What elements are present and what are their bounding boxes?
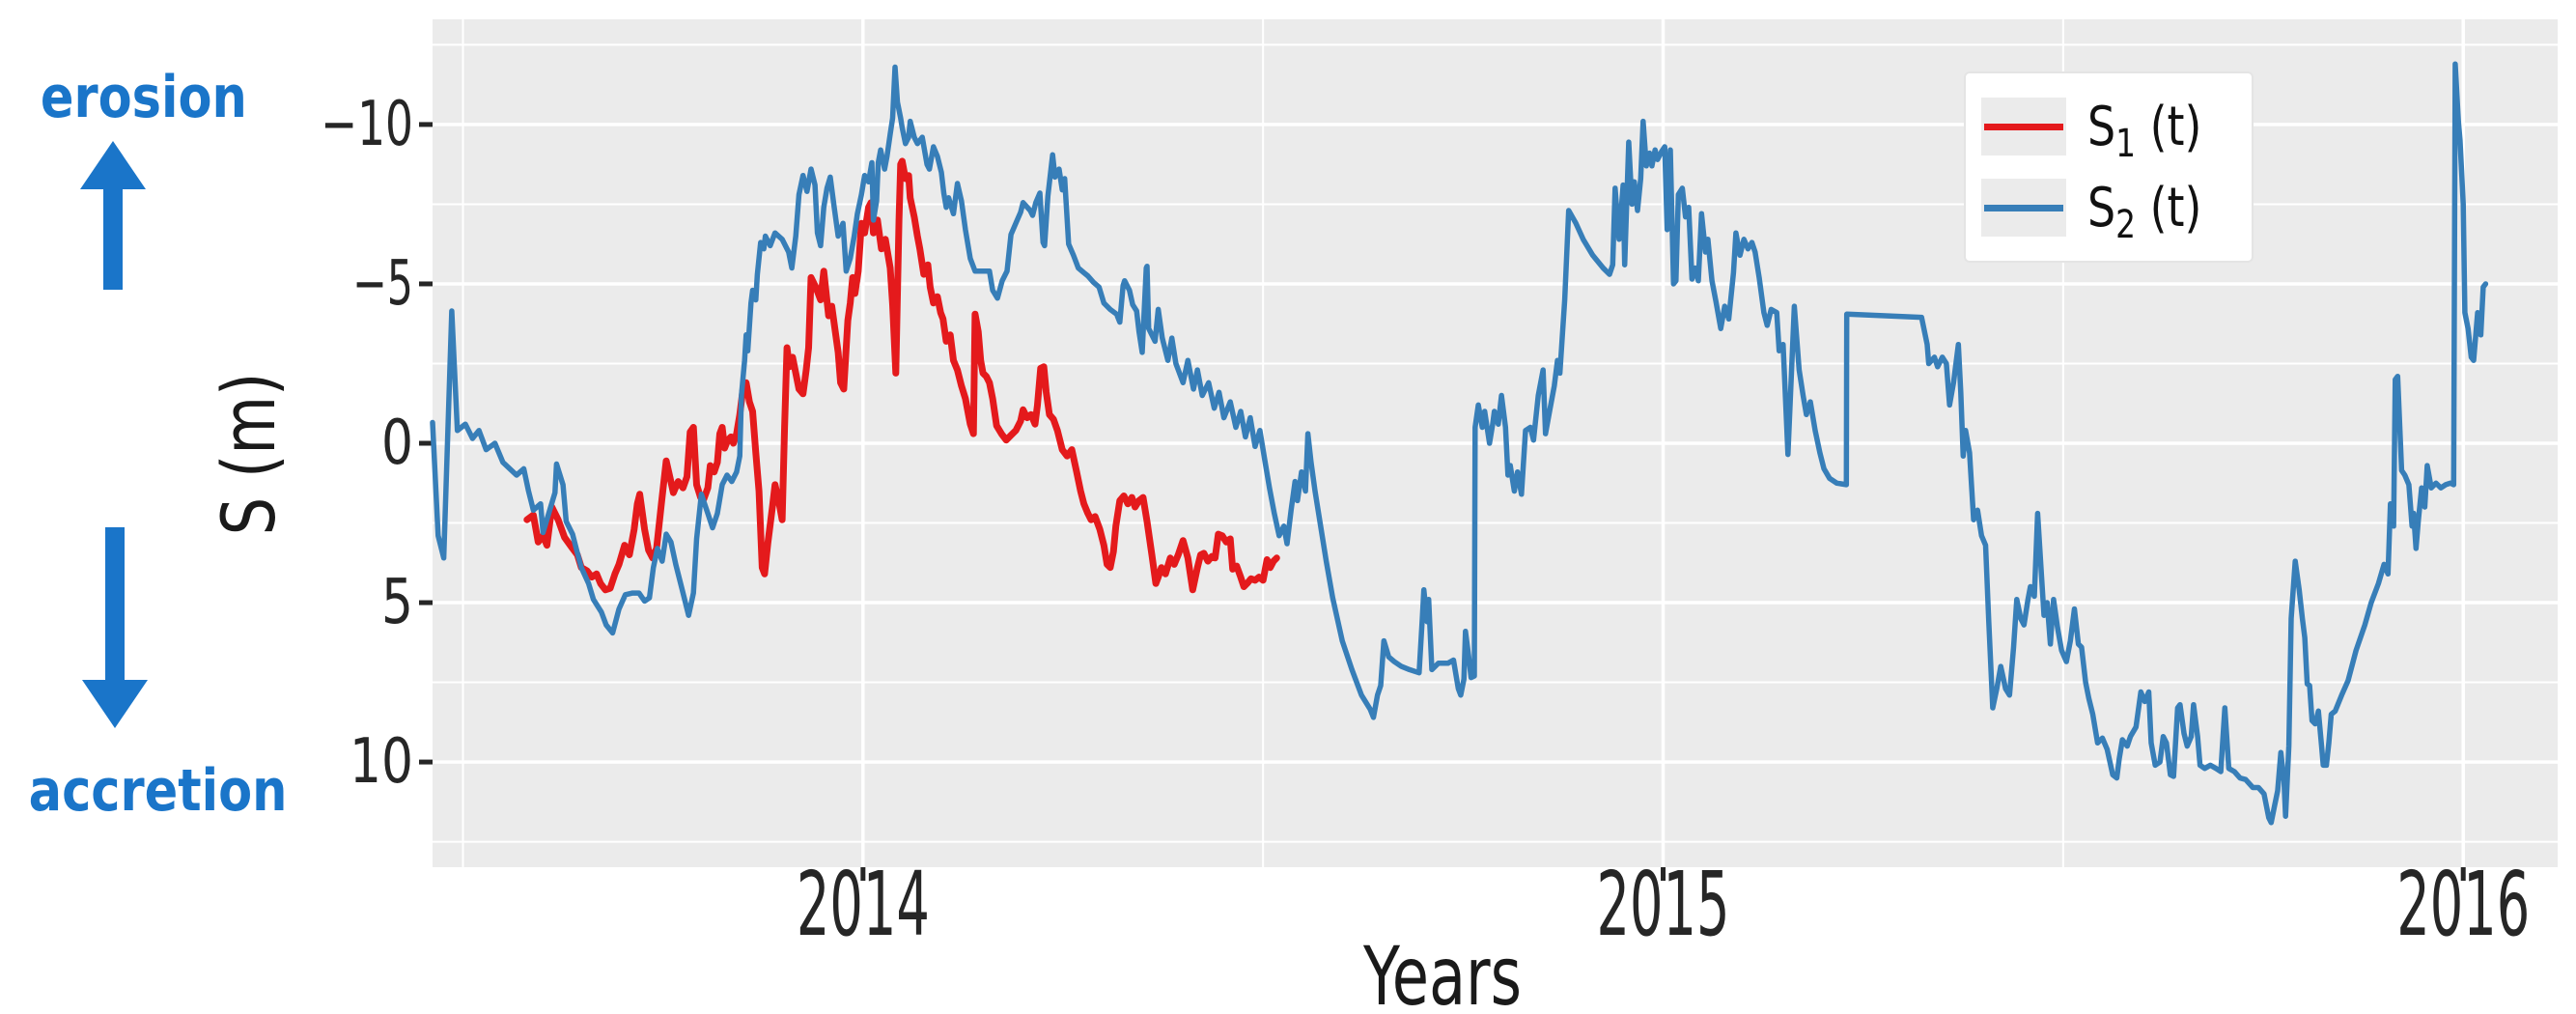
s2-series-line [430, 61, 2489, 826]
major-gridlines [433, 19, 2558, 867]
y-tick-label: 10 [350, 726, 413, 798]
x-tick-label: 2014 [797, 853, 930, 956]
y-tick-label: −10 [321, 89, 413, 160]
legend-label-s2: S2 (t) [2087, 176, 2202, 244]
legend-label-s1-rest: (t) [2136, 95, 2202, 158]
legend-entry-s1: S1 (t) [1981, 95, 2252, 163]
legend-label-s2-base: S [2087, 176, 2116, 239]
legend: S1 (t) S2 (t) [1964, 71, 2254, 263]
erosion-up-arrow-icon [80, 141, 146, 290]
s1-line-sample-icon [1984, 123, 2063, 130]
legend-label-s1-base: S [2087, 95, 2116, 158]
legend-label-s2-rest: (t) [2136, 176, 2202, 239]
y-tick-label: −5 [352, 248, 413, 320]
x-tick-label: 2015 [1597, 853, 1730, 956]
x-axis-label: Years [1362, 929, 1522, 1014]
tick-marks [419, 122, 2466, 881]
legend-entry-s2: S2 (t) [1981, 176, 2252, 244]
legend-label-s1: S1 (t) [2087, 95, 2202, 163]
s2-line-sample-icon [1984, 204, 2063, 211]
legend-label-s2-sub: 2 [2115, 202, 2137, 247]
x-tick-label: 2016 [2396, 853, 2530, 956]
accretion-down-arrow-icon [82, 527, 148, 728]
accretion-annotation: accretion [28, 757, 288, 825]
legend-label-s1-sub: 1 [2115, 121, 2137, 166]
y-tick-label: 0 [381, 408, 413, 479]
y-tick-label: 5 [381, 567, 413, 638]
s1-series-line [523, 157, 1280, 594]
legend-swatch-s2 [1981, 179, 2066, 237]
erosion-annotation: erosion [40, 64, 247, 131]
y-axis-label: S (m) [206, 372, 292, 536]
legend-swatch-s1 [1981, 98, 2066, 155]
